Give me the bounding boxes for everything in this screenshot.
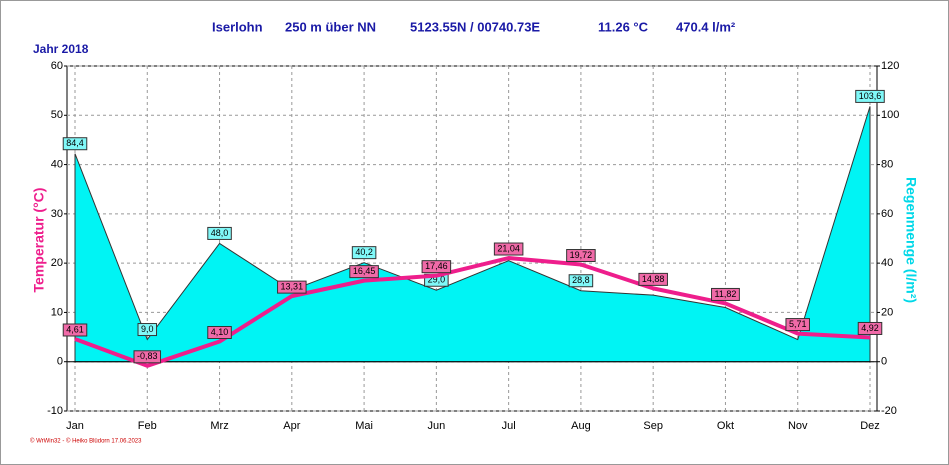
y2-tick-label: -20 bbox=[881, 405, 897, 417]
value-label: 84,4 bbox=[66, 138, 84, 148]
value-label: 4,61 bbox=[66, 324, 84, 334]
header-height: 250 m über NN bbox=[285, 19, 376, 34]
x-tick-label: Jan bbox=[66, 420, 84, 432]
header-coords: 5123.55N / 00740.73E bbox=[410, 19, 540, 34]
value-label: 28,8 bbox=[572, 275, 590, 285]
y2-tick-label: 60 bbox=[881, 208, 893, 220]
value-label: 16,45 bbox=[353, 266, 376, 276]
value-label-box bbox=[137, 323, 158, 337]
x-tick-label: Nov bbox=[788, 420, 808, 432]
x-tick-label: Apr bbox=[283, 420, 300, 432]
y-tick-label: -10 bbox=[47, 405, 63, 417]
y-tick-label: 20 bbox=[51, 257, 63, 269]
header-rain: 470.4 l/m² bbox=[676, 19, 736, 34]
value-label-box bbox=[711, 287, 740, 301]
value-label-box bbox=[351, 246, 377, 260]
temp-line bbox=[74, 256, 871, 368]
x-tick-label: Jun bbox=[427, 420, 445, 432]
value-label-box bbox=[207, 326, 232, 340]
value-label: 103,6 bbox=[859, 91, 882, 101]
value-label: 29,0 bbox=[428, 275, 446, 285]
value-label-box bbox=[493, 242, 524, 256]
subtitle: Jahr 2018 bbox=[33, 42, 89, 56]
y2-tick-label: 20 bbox=[881, 306, 893, 318]
value-label: -0,83 bbox=[137, 351, 158, 361]
x-tick-label: Okt bbox=[717, 420, 734, 432]
x-tick-label: Aug bbox=[571, 420, 591, 432]
value-label: 5,71 bbox=[789, 319, 807, 329]
x-tick-label: Mrz bbox=[210, 420, 228, 432]
value-label: 17,46 bbox=[425, 261, 448, 271]
y2-tick-label: 0 bbox=[881, 356, 887, 368]
x-tick-label: Mai bbox=[355, 420, 373, 432]
value-label-box bbox=[568, 274, 594, 288]
value-label-box bbox=[421, 260, 452, 274]
y-tick-label: 60 bbox=[51, 60, 63, 72]
x-tick-label: Feb bbox=[138, 420, 157, 432]
value-label: 11,82 bbox=[715, 289, 737, 299]
y-tick-label: 50 bbox=[51, 109, 63, 121]
value-label: 13,31 bbox=[281, 281, 304, 291]
y2-tick-label: 80 bbox=[881, 158, 893, 170]
x-tick-label: Sep bbox=[643, 420, 663, 432]
y2-tick-label: 120 bbox=[881, 60, 899, 72]
y-tick-label: 0 bbox=[57, 356, 63, 368]
value-label: 21,04 bbox=[497, 243, 520, 253]
y-tick-label: 40 bbox=[51, 158, 63, 170]
value-label-box bbox=[62, 323, 88, 337]
header-place: Iserlohn bbox=[212, 19, 263, 34]
y-axis-label: Temperatur (°C) bbox=[31, 188, 47, 293]
y2-axis-label: Regenmenge (l/m²) bbox=[903, 177, 919, 303]
value-label-box bbox=[857, 321, 883, 335]
value-label: 4,10 bbox=[211, 327, 229, 337]
y2-tick-label: 100 bbox=[881, 109, 899, 121]
y-tick-label: 30 bbox=[51, 208, 63, 220]
value-label: 48,0 bbox=[211, 228, 229, 238]
x-tick-label: Jul bbox=[502, 420, 516, 432]
value-label-box bbox=[566, 249, 596, 263]
value-label-box bbox=[133, 350, 162, 364]
y2-tick-label: 40 bbox=[881, 257, 893, 269]
value-label: 19,72 bbox=[570, 250, 593, 260]
value-label-box bbox=[855, 89, 885, 103]
value-label-box bbox=[785, 318, 810, 332]
header-temp: 11.26 °C bbox=[598, 19, 649, 34]
rain-area bbox=[74, 106, 871, 363]
value-label-box bbox=[207, 226, 232, 240]
footer: © WrWin32 - © Heiko Blüdorn 17.06.2023 bbox=[30, 438, 142, 445]
y-tick-label: 10 bbox=[51, 306, 63, 318]
x-tick-label: Dez bbox=[860, 420, 880, 432]
value-label: 9,0 bbox=[141, 324, 154, 334]
value-label-box bbox=[638, 272, 668, 286]
value-label: 40,2 bbox=[355, 247, 373, 257]
value-label-box bbox=[277, 280, 307, 294]
value-label: 14,88 bbox=[642, 274, 665, 284]
value-label: 4,92 bbox=[861, 323, 879, 333]
value-label-box bbox=[349, 265, 379, 279]
value-label-box bbox=[62, 137, 88, 151]
